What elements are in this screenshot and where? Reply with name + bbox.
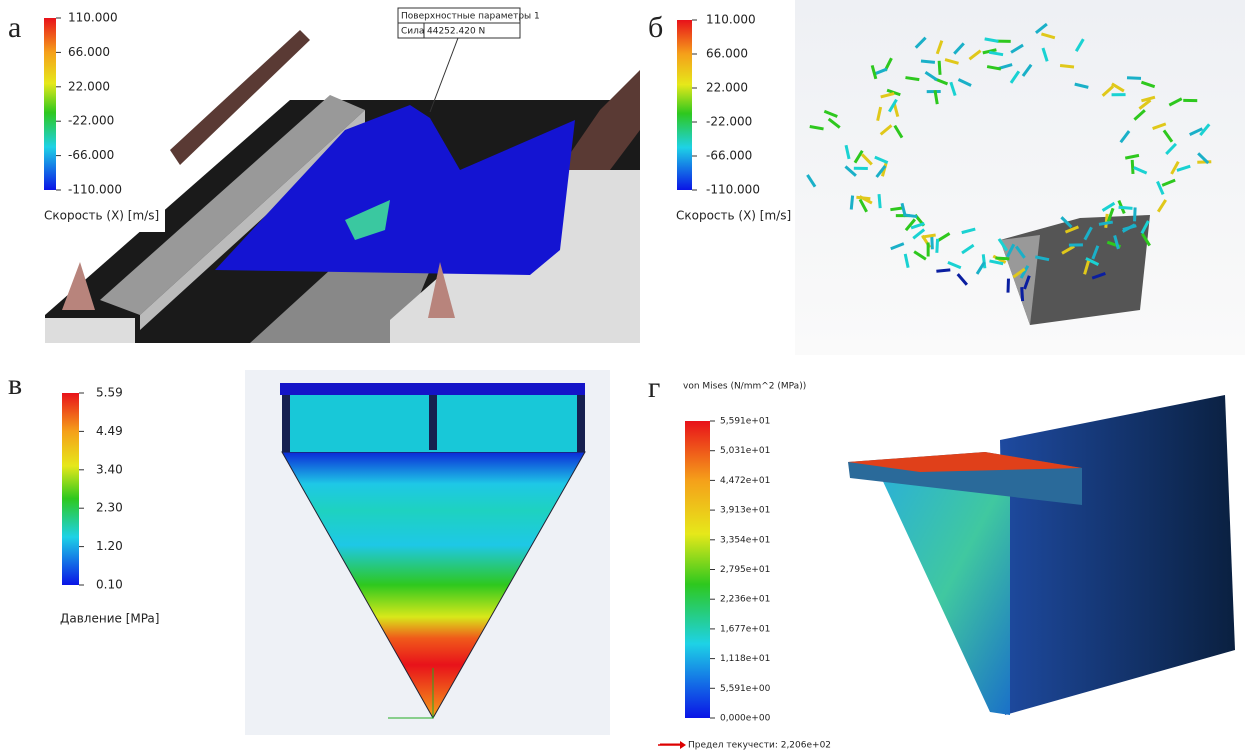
color-bar-label: 3,913e+01 (720, 506, 770, 516)
flow-arrow (932, 235, 933, 249)
color-bar-label: 2.30 (96, 501, 123, 515)
color-bar-label: 4.49 (96, 424, 123, 438)
flow-arrow (939, 61, 940, 75)
flow-arrow (851, 196, 852, 210)
color-bar-label: -110.000 (706, 183, 760, 197)
color-bar-label: 110.000 (68, 11, 118, 25)
callout-title: Поверхностные параметры 1 (401, 12, 540, 22)
legend-title: von Mises (N/mm^2 (MPa)) (683, 382, 806, 392)
legend-title: Скорость (X) [m/s] (44, 209, 159, 223)
flow-arrow (995, 258, 1009, 259)
figure: а 110.000 66.000 22.000 -22.000 -66.000 -110.0… (0, 0, 1250, 753)
color-bar-label: -22.000 (706, 115, 752, 129)
color-bar-label: 66.000 (68, 45, 110, 59)
panel-label: б (648, 11, 663, 44)
flow-arrow (1119, 207, 1133, 208)
flow-arrow (1022, 287, 1023, 301)
flow-arrow (1135, 207, 1136, 221)
flow-arrow (936, 270, 950, 271)
flow-arrow (879, 194, 880, 208)
flow-arrow (1060, 66, 1074, 67)
flow-arrow (1127, 78, 1141, 79)
panel-label: а (8, 11, 21, 44)
scene-c (245, 370, 610, 735)
color-bar-label: -110.000 (68, 183, 122, 197)
color-bar-label: 1.20 (96, 539, 123, 553)
color-bar-label: 4,472e+01 (720, 476, 770, 486)
color-bar-label: 0.10 (96, 578, 123, 592)
color-bar-label: 5,591e+01 (720, 417, 770, 427)
color-bar-label: 22.000 (706, 81, 748, 95)
flow-arrow (921, 61, 935, 62)
flow-arrow (856, 197, 870, 198)
scene-b (795, 0, 1245, 355)
color-bar-label: 2,795e+01 (720, 565, 770, 575)
flow-arrow (903, 215, 917, 217)
color-bar-label: -66.000 (706, 149, 752, 163)
legend-title: Скорость (X) [m/s] (676, 209, 791, 223)
flow-arrow (922, 235, 936, 237)
color-bar (62, 393, 79, 585)
flow-arrow (937, 239, 938, 253)
color-bar-label: 5,031e+01 (720, 446, 770, 456)
flow-arrow (905, 78, 919, 80)
color-bar-label: 66.000 (706, 47, 748, 61)
callout-value: 44252.420 N (427, 27, 485, 37)
callout-name: Сила (401, 27, 424, 37)
color-bar (685, 421, 710, 718)
color-bar-label: 0,000e+00 (720, 714, 771, 724)
color-bar (677, 20, 692, 190)
color-bar-label: 1,677e+01 (720, 624, 770, 634)
color-bar (44, 18, 56, 190)
color-bar-label: 110.000 (706, 13, 756, 27)
color-bar-label: 3,354e+01 (720, 535, 770, 545)
panel-label: в (8, 368, 22, 401)
color-bar-label: 2,236e+01 (720, 595, 770, 605)
color-bar-label: 1,118e+01 (720, 654, 770, 664)
yield-text: Предел текучести: 2,206e+02 (688, 741, 831, 751)
legend-title: Давление [MPa] (60, 612, 159, 626)
color-bar-label: -22.000 (68, 114, 114, 128)
panel-label: г (648, 371, 660, 404)
color-bar-label: 5.59 (96, 386, 123, 400)
color-bar-label: 22.000 (68, 79, 110, 93)
color-bar-label: -66.000 (68, 148, 114, 162)
color-bar-label: 3.40 (96, 462, 123, 476)
color-bar-label: 5,591e+00 (720, 684, 771, 694)
flow-arrow (1132, 160, 1133, 174)
